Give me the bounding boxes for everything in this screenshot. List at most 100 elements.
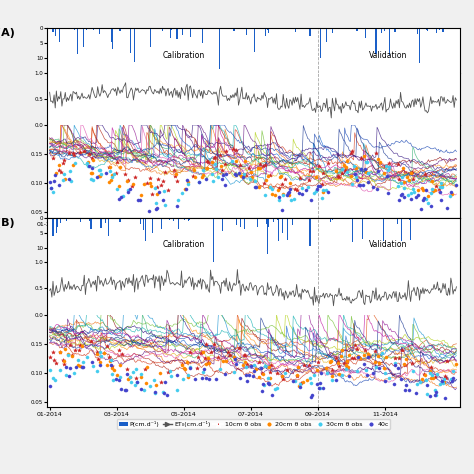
Bar bbox=[417, 28, 418, 34]
Point bbox=[131, 381, 138, 389]
Point bbox=[90, 176, 97, 183]
Point bbox=[278, 206, 286, 214]
Point bbox=[206, 375, 213, 383]
Point bbox=[202, 360, 210, 368]
Point bbox=[343, 157, 351, 164]
Point bbox=[312, 188, 319, 195]
Point bbox=[449, 367, 457, 374]
Point bbox=[109, 364, 116, 372]
Point bbox=[76, 149, 83, 156]
Point bbox=[252, 178, 259, 185]
Point bbox=[218, 176, 226, 183]
Bar bbox=[129, 28, 131, 54]
Point bbox=[164, 368, 172, 376]
Point bbox=[290, 377, 297, 385]
Point bbox=[146, 179, 154, 187]
Bar bbox=[267, 28, 268, 30]
Point bbox=[447, 188, 455, 196]
Point bbox=[307, 379, 315, 387]
Point bbox=[137, 191, 145, 199]
Point bbox=[79, 359, 87, 366]
Point bbox=[184, 373, 192, 380]
Point bbox=[131, 173, 138, 181]
Point bbox=[399, 164, 407, 172]
Bar bbox=[108, 218, 109, 236]
Bar bbox=[53, 28, 54, 32]
Point bbox=[187, 363, 194, 371]
Point bbox=[292, 185, 299, 192]
Point bbox=[79, 363, 87, 371]
Point bbox=[300, 378, 307, 386]
Point bbox=[174, 196, 182, 204]
Point bbox=[342, 163, 350, 171]
Point bbox=[59, 159, 67, 167]
Point bbox=[163, 392, 171, 399]
Point bbox=[346, 372, 353, 380]
Point bbox=[273, 384, 280, 392]
Point bbox=[432, 182, 440, 190]
Point bbox=[420, 194, 428, 201]
Point bbox=[335, 173, 343, 181]
Point bbox=[96, 348, 104, 356]
Point bbox=[294, 364, 301, 371]
Point bbox=[422, 186, 430, 194]
Point bbox=[96, 361, 104, 369]
Point bbox=[435, 185, 442, 192]
Point bbox=[374, 167, 382, 175]
Point bbox=[75, 346, 82, 354]
Point bbox=[391, 361, 399, 368]
Point bbox=[306, 167, 314, 175]
Bar bbox=[319, 28, 320, 58]
Point bbox=[265, 363, 273, 370]
Point bbox=[141, 365, 148, 373]
Text: Validation: Validation bbox=[368, 51, 407, 60]
Point bbox=[88, 169, 96, 176]
Point bbox=[142, 379, 149, 387]
Point bbox=[400, 361, 408, 368]
Point bbox=[56, 348, 64, 356]
Point bbox=[65, 175, 73, 183]
Point bbox=[358, 165, 365, 173]
Point bbox=[116, 362, 124, 369]
Point bbox=[243, 171, 250, 179]
Point bbox=[253, 183, 260, 191]
Point bbox=[187, 365, 194, 372]
Point bbox=[239, 362, 247, 369]
Point bbox=[394, 182, 402, 190]
Point bbox=[319, 384, 327, 392]
Point bbox=[87, 169, 95, 176]
Point bbox=[391, 354, 399, 362]
Point bbox=[372, 149, 380, 156]
Bar bbox=[375, 28, 376, 55]
Point bbox=[381, 369, 389, 376]
Point bbox=[253, 365, 260, 373]
Point bbox=[291, 195, 298, 202]
Point bbox=[303, 376, 310, 383]
Point bbox=[193, 364, 201, 372]
Point bbox=[365, 350, 372, 358]
Point bbox=[124, 176, 132, 184]
Point bbox=[105, 353, 113, 361]
Point bbox=[398, 346, 405, 354]
Point bbox=[149, 191, 156, 198]
Point bbox=[432, 388, 440, 395]
Point bbox=[266, 183, 273, 191]
Point bbox=[427, 202, 435, 210]
Point bbox=[184, 180, 192, 188]
Point bbox=[180, 365, 188, 372]
Point bbox=[316, 182, 324, 190]
Point bbox=[415, 187, 422, 194]
Point bbox=[377, 158, 384, 166]
Bar bbox=[213, 218, 214, 273]
Point bbox=[346, 352, 353, 359]
Point bbox=[255, 358, 263, 366]
Point bbox=[424, 390, 431, 398]
Point bbox=[202, 175, 210, 183]
Point bbox=[328, 366, 336, 374]
Point bbox=[197, 349, 204, 357]
Point bbox=[107, 356, 115, 364]
Point bbox=[53, 360, 60, 367]
Bar bbox=[135, 28, 136, 29]
Point bbox=[340, 161, 347, 169]
Point bbox=[278, 372, 286, 380]
